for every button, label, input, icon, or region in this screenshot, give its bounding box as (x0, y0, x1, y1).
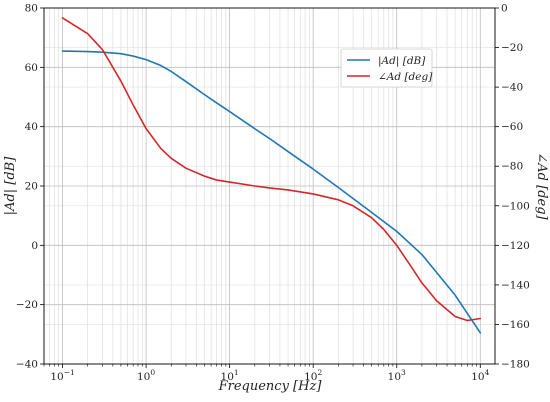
series-line-magnitude (61, 50, 482, 334)
y-right-tick-label: −100 (501, 200, 530, 212)
y-left-tick-label: 0 (31, 240, 38, 252)
series-line-phase (61, 17, 482, 322)
y-right-tick-label: −80 (501, 161, 523, 173)
x-tick-label: 104 (471, 368, 489, 383)
y-right-tick-label: −160 (501, 319, 530, 331)
y-right-tick-label: −140 (501, 279, 530, 291)
series-layer (61, 17, 482, 334)
y-left-tick-label: 60 (25, 62, 38, 74)
legend-label-phase: ∠Ad [deg] (378, 71, 433, 83)
y-right-tick-label: −120 (501, 240, 530, 252)
y-left-tick-label: −40 (16, 359, 38, 371)
y-axis-right-title: ∠Ad [deg] (534, 152, 549, 220)
y-axis-left-title: |Ad| [dB] (3, 156, 18, 216)
x-axis-title: Frequency [Hz] (218, 379, 323, 394)
y-left-tick-label: −20 (16, 299, 38, 311)
y-right-tick-label: −60 (501, 121, 523, 133)
x-tick-label: 102 (304, 368, 322, 383)
y-right-tick-label: −40 (501, 82, 523, 94)
legend: |Ad| [dB] ∠Ad [deg] (340, 48, 433, 88)
y-right-tick-label: −20 (501, 42, 523, 54)
x-tick-label: 10−1 (50, 368, 74, 383)
y-left-tick-label: 20 (25, 181, 38, 193)
ticks-layer: 10−1 100 101 102 103 104 −40 −20 0 20 40 60 80 −180 −1… (16, 3, 530, 384)
x-tick-label: 103 (388, 368, 406, 383)
legend-label-magnitude: |Ad| [dB] (378, 55, 426, 68)
y-right-tick-label: 0 (501, 3, 508, 15)
y-left-tick-label: 40 (25, 121, 38, 133)
x-tick-label: 101 (221, 368, 239, 383)
y-left-tick-label: 80 (25, 3, 38, 15)
y-right-tick-label: −180 (501, 359, 530, 371)
x-tick-label: 100 (137, 368, 155, 383)
legend-box (340, 48, 433, 88)
